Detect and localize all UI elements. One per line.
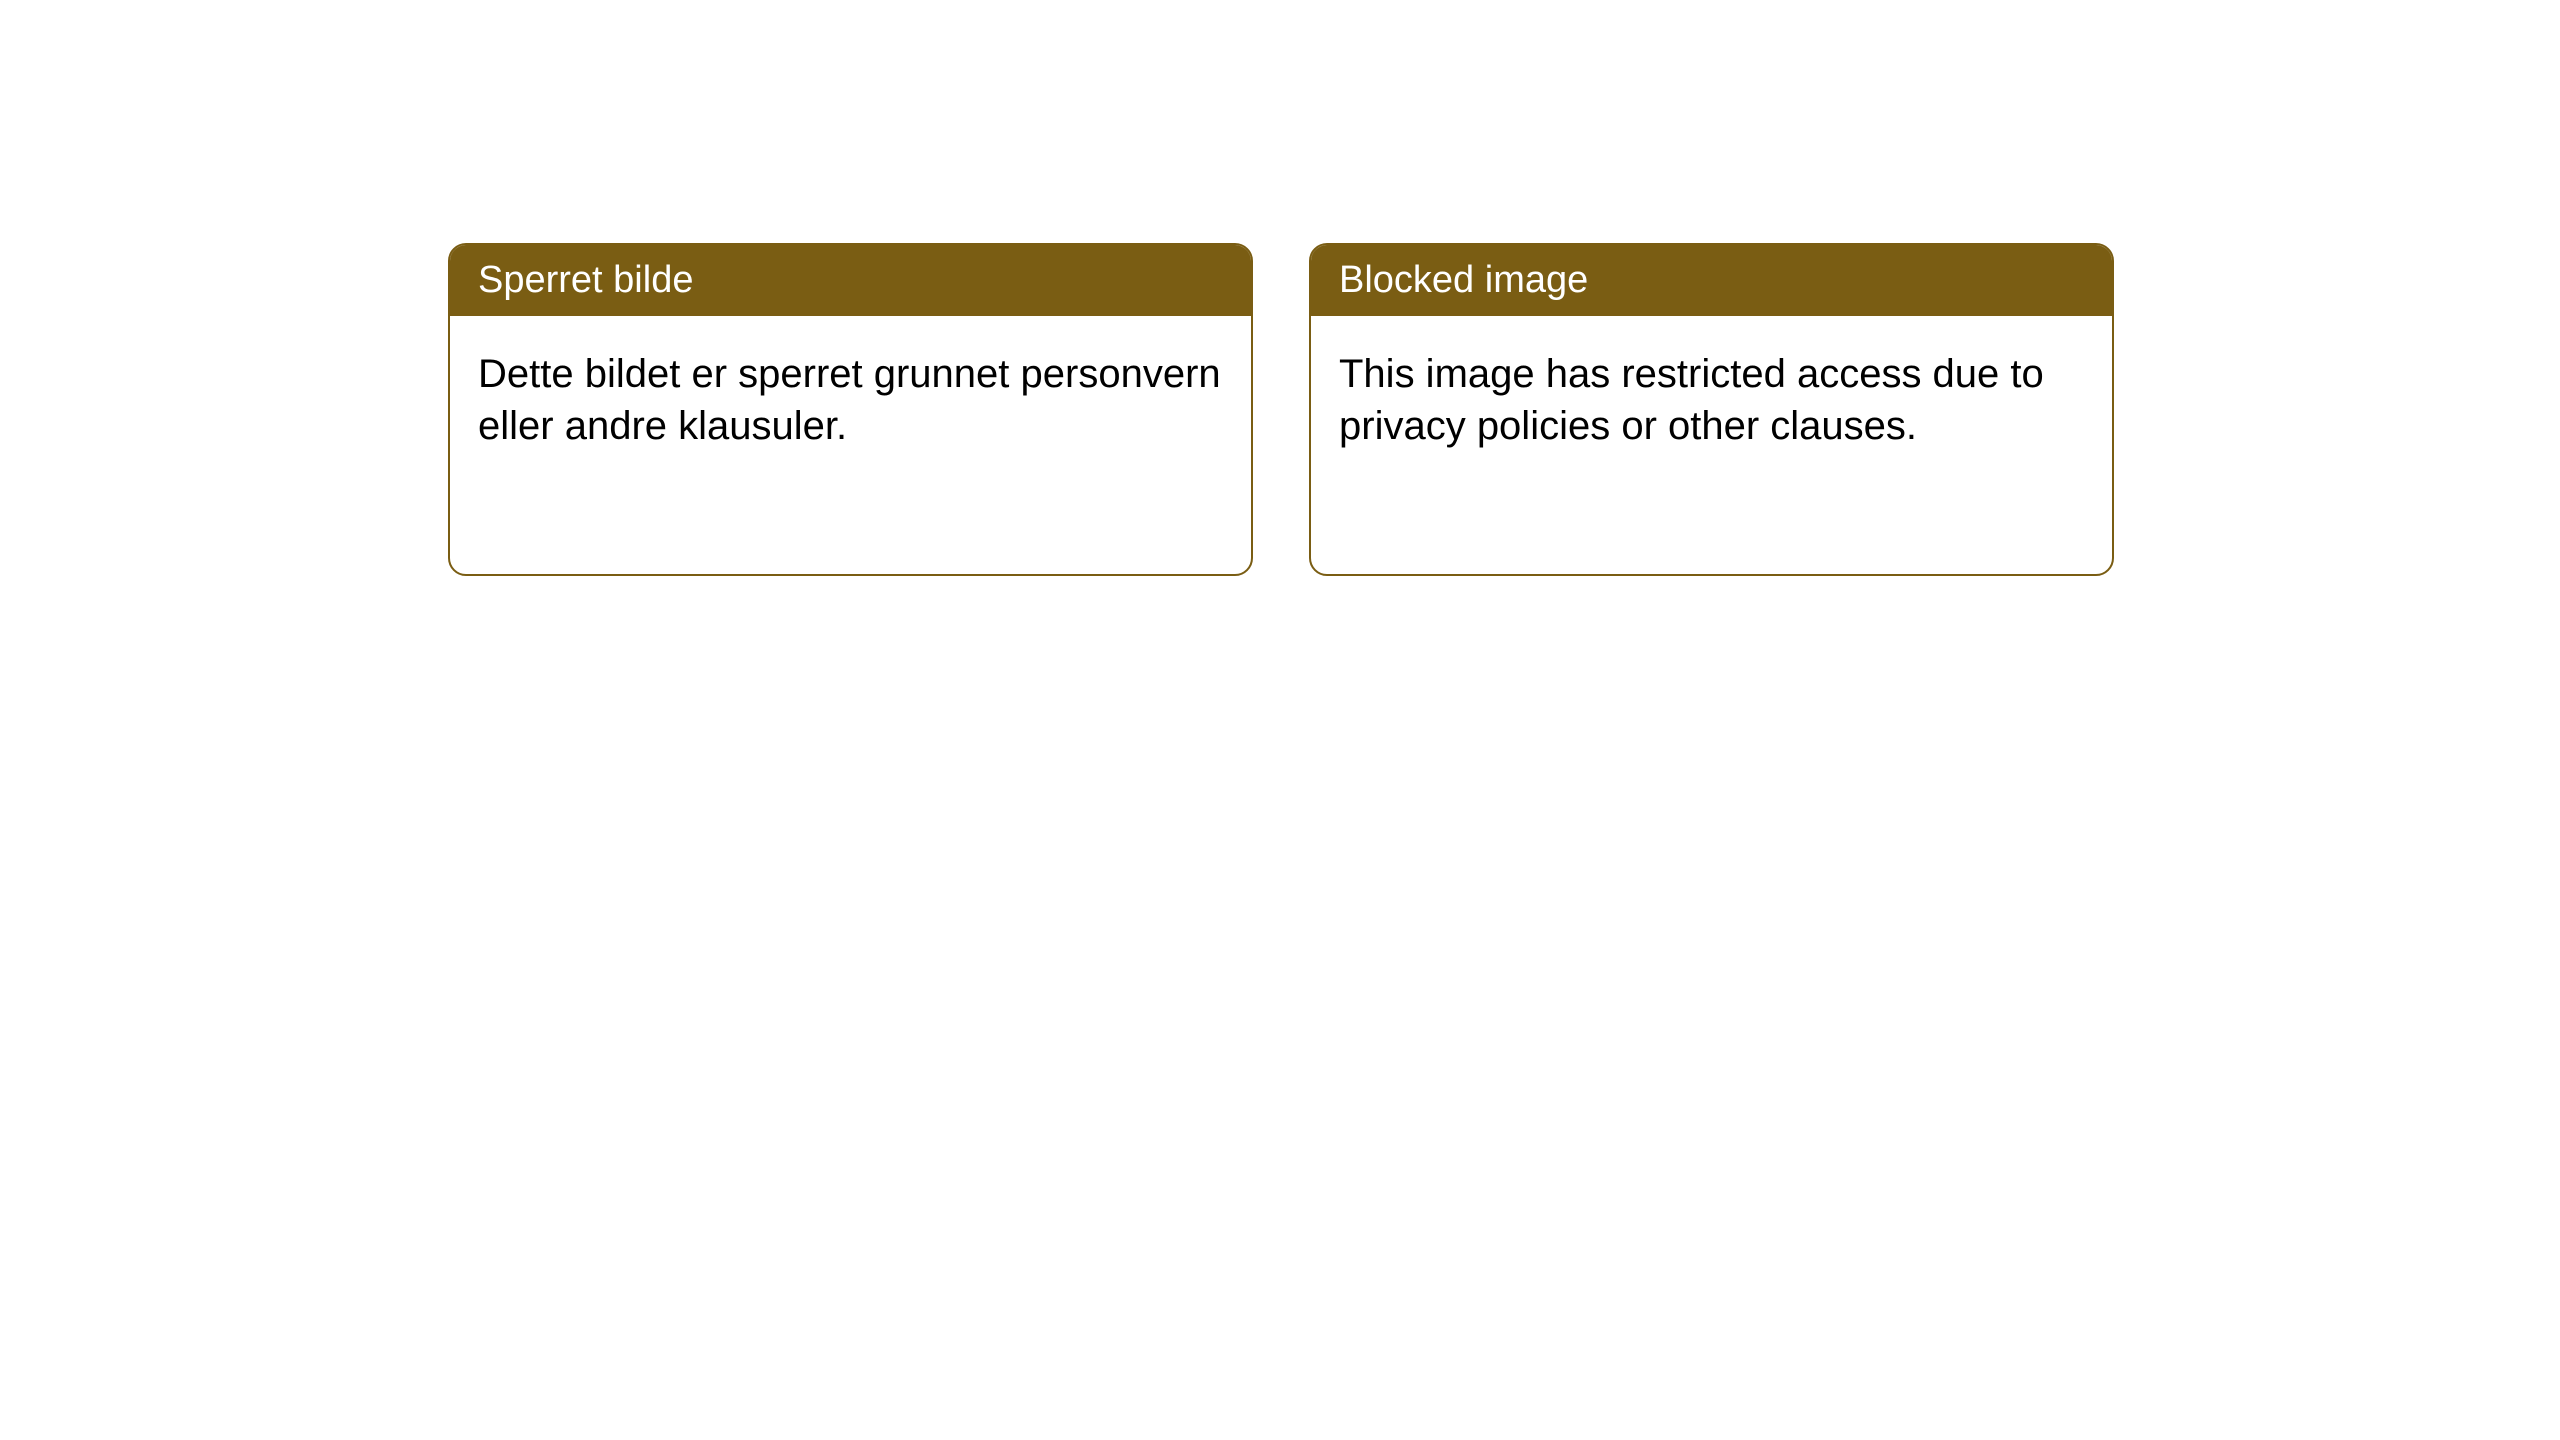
notice-box-norwegian: Sperret bilde Dette bildet er sperret gr… bbox=[448, 243, 1253, 576]
notice-box-english: Blocked image This image has restricted … bbox=[1309, 243, 2114, 576]
notice-body: Dette bildet er sperret grunnet personve… bbox=[450, 316, 1251, 484]
notice-header: Blocked image bbox=[1311, 245, 2112, 316]
notice-container: Sperret bilde Dette bildet er sperret gr… bbox=[448, 243, 2114, 576]
notice-body: This image has restricted access due to … bbox=[1311, 316, 2112, 484]
notice-header: Sperret bilde bbox=[450, 245, 1251, 316]
